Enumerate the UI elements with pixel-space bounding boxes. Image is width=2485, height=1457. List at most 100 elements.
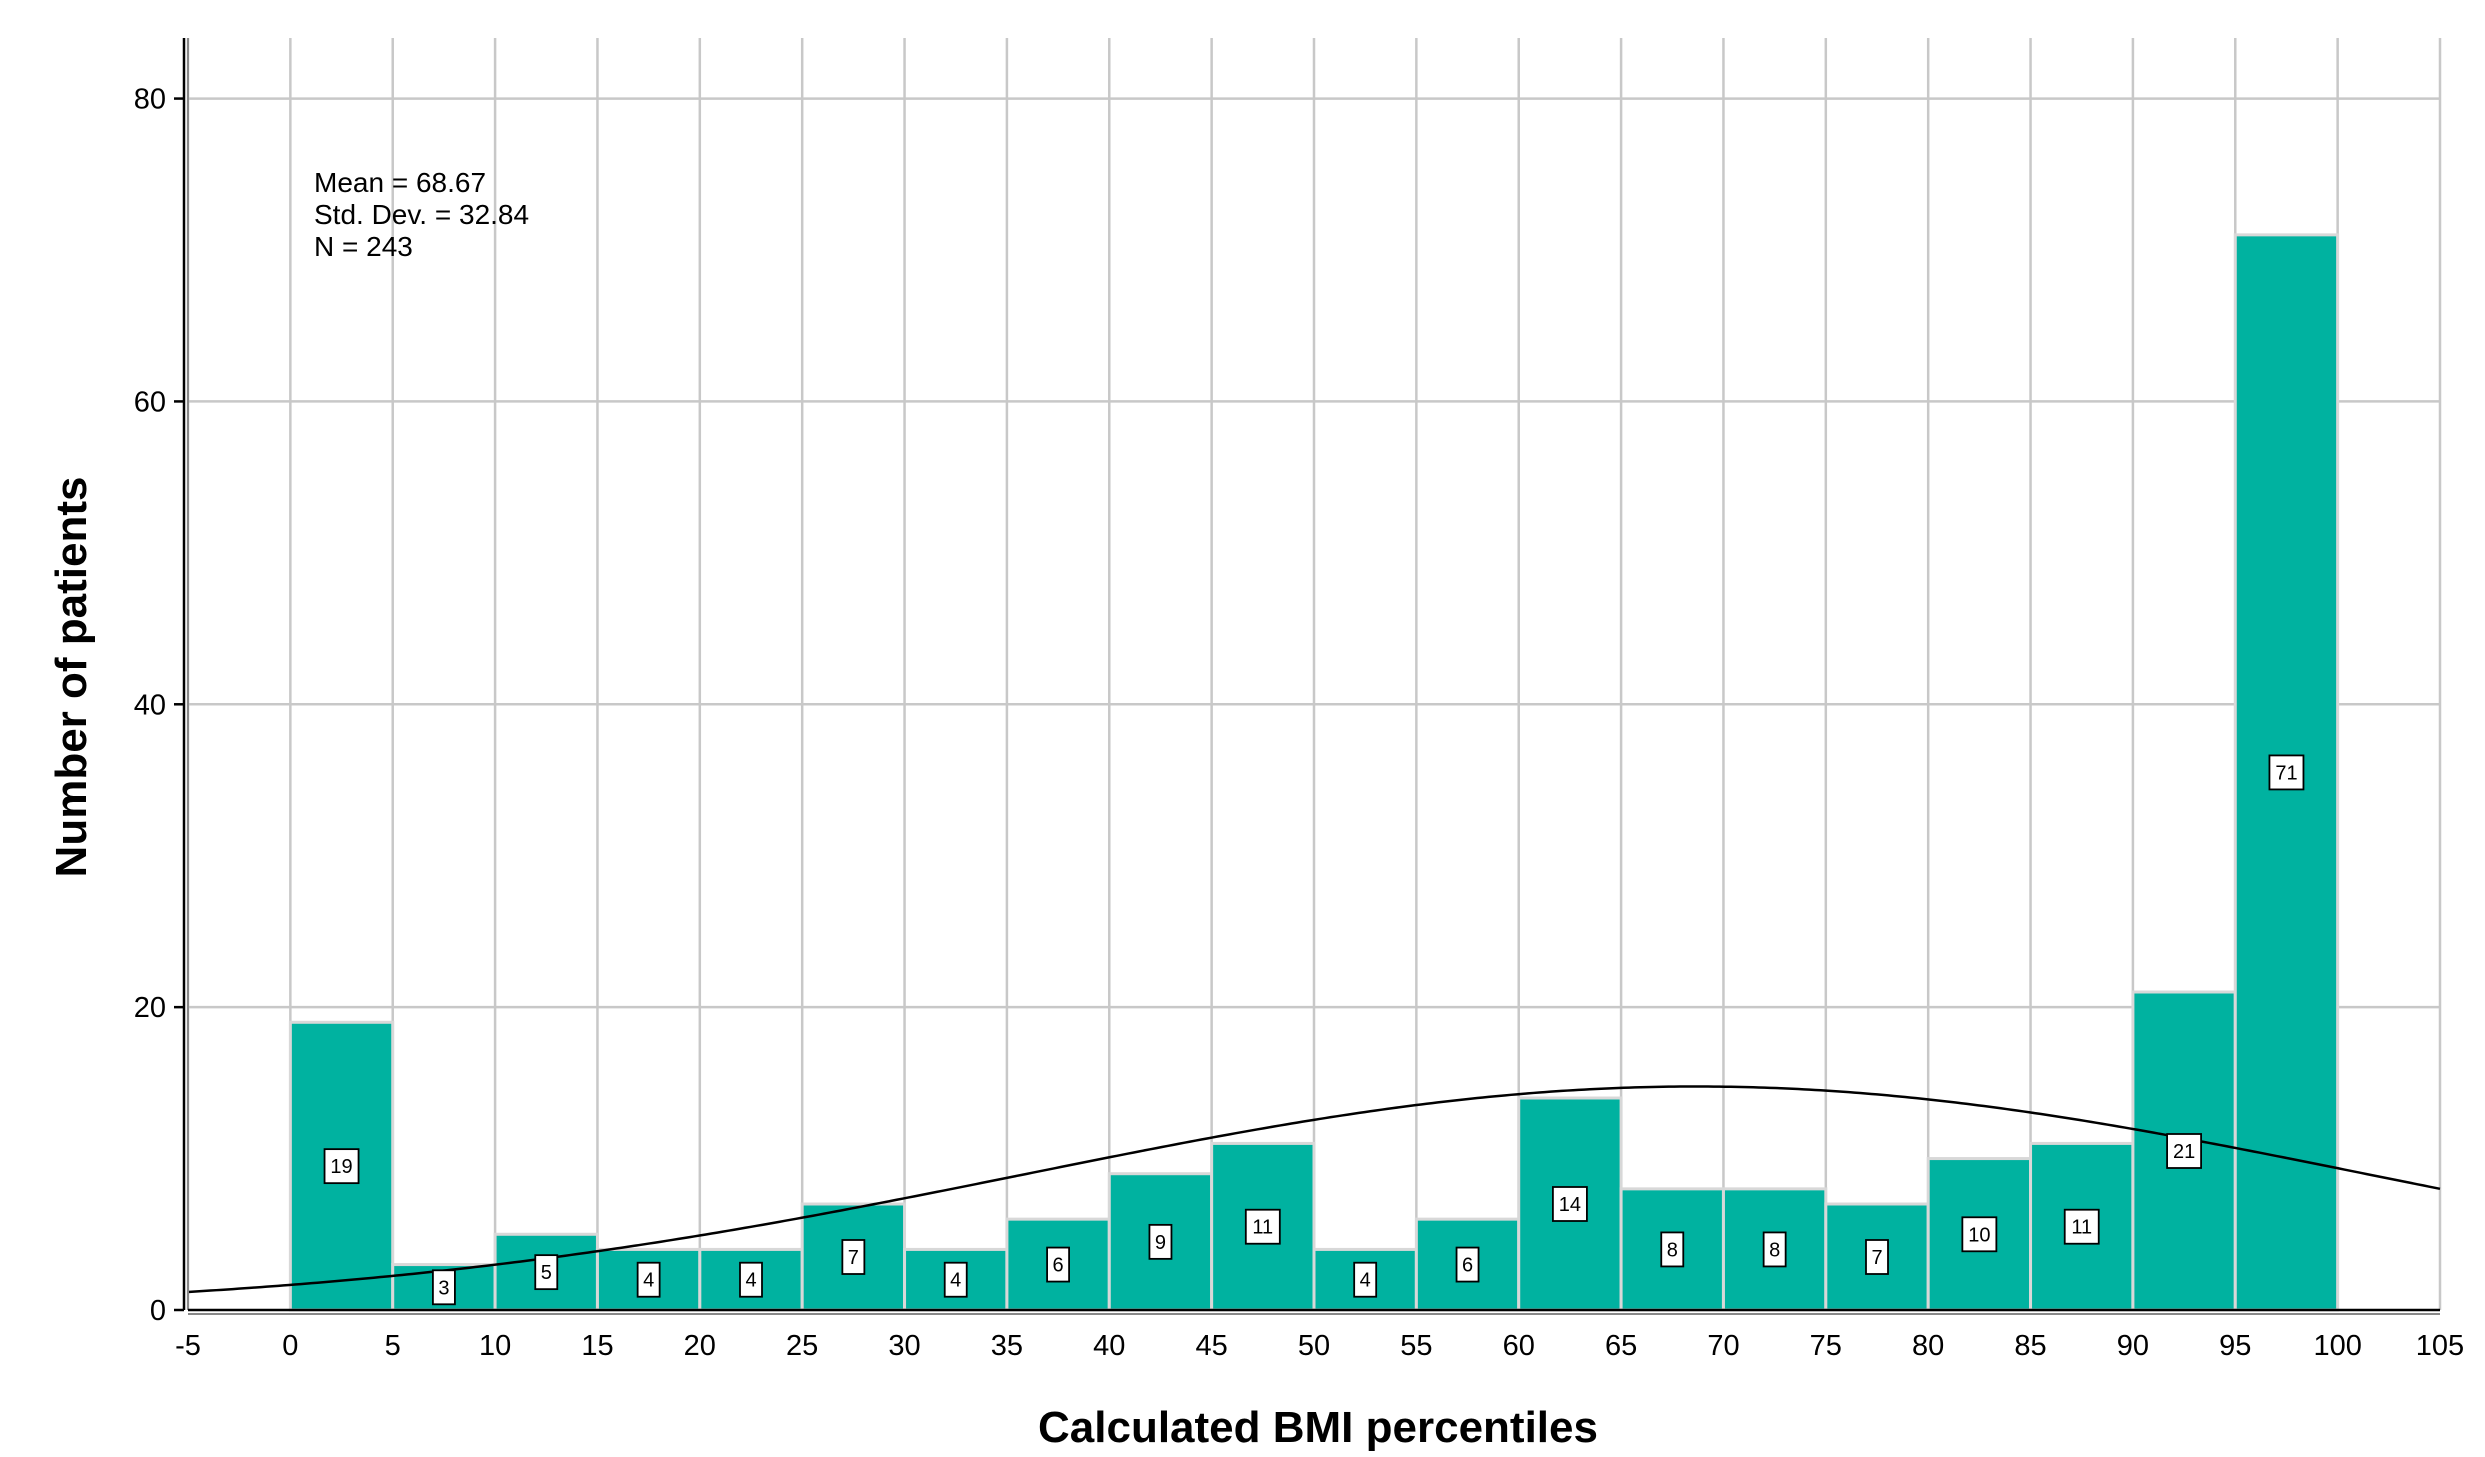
data-label-text: 10: [1968, 1224, 1990, 1246]
data-label-text: 9: [1155, 1232, 1166, 1254]
data-label: 8: [1762, 1231, 1787, 1268]
data-label-text: 4: [1360, 1270, 1371, 1292]
data-label: 4: [1353, 1261, 1378, 1298]
x-tick-label: 75: [1810, 1330, 1842, 1362]
data-label: 4: [739, 1261, 763, 1298]
data-label-text: 19: [330, 1156, 352, 1178]
data-label-box: [636, 1261, 661, 1298]
x-tick-label: 95: [2219, 1330, 2251, 1362]
data-label-text: 4: [745, 1270, 756, 1292]
data-label: 7: [841, 1239, 866, 1275]
x-tick-label: 0: [282, 1330, 298, 1362]
data-label-text: 11: [1252, 1217, 1273, 1239]
stats-n: N = 243: [314, 231, 413, 262]
stats-std-dev: Std. Dev. = 32.84: [314, 199, 529, 230]
x-tick-label: 80: [1912, 1330, 1944, 1362]
data-label: 9: [1148, 1223, 1173, 1260]
data-label: 5: [534, 1254, 559, 1291]
data-label-box: [1660, 1231, 1685, 1268]
data-label-text: 7: [848, 1247, 859, 1269]
data-label: 4: [943, 1261, 968, 1298]
x-tick-label: 45: [1196, 1330, 1228, 1362]
data-label-box: [1552, 1186, 1588, 1222]
data-label-box: [432, 1269, 456, 1306]
y-tick-label: 20: [134, 992, 166, 1024]
data-label-box: [1046, 1246, 1070, 1283]
data-label-text: 8: [1769, 1239, 1780, 1261]
data-label-box: [534, 1254, 559, 1291]
axes: [174, 38, 2440, 1315]
data-label-box: [2166, 1133, 2202, 1169]
x-tick-label: 70: [1707, 1330, 1739, 1362]
data-label-text: 71: [2275, 762, 2297, 784]
x-tick-label: 55: [1400, 1330, 1432, 1362]
data-label-box: [1148, 1223, 1173, 1260]
x-tick-label: -5: [175, 1330, 201, 1362]
data-label-box: [2268, 754, 2305, 791]
data-label: 8: [1660, 1231, 1685, 1268]
data-label-text: 6: [1053, 1255, 1064, 1277]
stats-mean: Mean = 68.67: [314, 167, 486, 198]
y-axis-title: Number of patients: [47, 477, 96, 878]
data-label: 14: [1552, 1186, 1588, 1222]
data-label: 71: [2268, 754, 2305, 791]
x-tick-label: 50: [1298, 1330, 1330, 1362]
data-label-box: [1244, 1208, 1281, 1245]
data-label-box: [1353, 1261, 1378, 1298]
data-label-text: 6: [1462, 1255, 1473, 1277]
data-label: 3: [432, 1269, 456, 1306]
x-tick-label: 105: [2416, 1330, 2464, 1362]
data-labels-group: 19 3 5 4 4 7 4 6 9 11 4 6 14 8 8 7 10 11 21 71: [323, 754, 2305, 1306]
data-label-text: 14: [1559, 1194, 1581, 1216]
data-label: 4: [636, 1261, 661, 1298]
data-label: 19: [323, 1148, 360, 1185]
data-label-box: [1762, 1231, 1787, 1268]
data-label-text: 4: [643, 1270, 654, 1292]
stats-box: Mean = 68.67 Std. Dev. = 32.84 N = 243: [314, 167, 529, 262]
data-label-text: 8: [1667, 1239, 1678, 1261]
x-tick-label: 15: [581, 1330, 613, 1362]
x-tick-label: 5: [385, 1330, 401, 1362]
y-tick-label: 0: [150, 1295, 166, 1327]
data-label-text: 3: [438, 1277, 449, 1299]
x-tick-label: 65: [1605, 1330, 1637, 1362]
data-label-text: 11: [2071, 1217, 2092, 1239]
y-tick-label: 40: [134, 689, 166, 721]
data-label: 7: [1865, 1239, 1889, 1275]
data-label: 6: [1046, 1246, 1070, 1283]
data-label-text: 7: [1871, 1247, 1882, 1269]
data-label-text: 21: [2173, 1141, 2195, 1163]
data-label: 6: [1455, 1246, 1480, 1283]
data-label: 10: [1961, 1216, 1998, 1253]
data-label: 11: [2063, 1208, 2100, 1245]
normal-curve: [187, 1085, 2441, 1294]
x-tick-label: 100: [2313, 1330, 2361, 1362]
data-label-text: 4: [950, 1270, 961, 1292]
x-tick-label: 90: [2117, 1330, 2149, 1362]
x-tick-label: 10: [479, 1330, 511, 1362]
x-tick-label: 60: [1503, 1330, 1535, 1362]
data-label-box: [739, 1261, 763, 1298]
data-label-box: [323, 1148, 360, 1185]
data-label: 11: [1244, 1208, 1281, 1245]
x-tick-label: 20: [684, 1330, 716, 1362]
x-tick-label: 35: [991, 1330, 1023, 1362]
data-label-box: [2063, 1208, 2100, 1245]
histogram-bar: [595, 1247, 702, 1312]
data-label-box: [1961, 1216, 1998, 1253]
data-label-box: [841, 1239, 866, 1275]
data-label: 21: [2166, 1133, 2202, 1169]
x-tick-label: 40: [1093, 1330, 1125, 1362]
x-tick-label: 85: [2014, 1330, 2046, 1362]
tick-labels-group: -5 0 5 10 15 20 25 30 35 40 45 50 55 60 65 70 75 80 85 90 95…: [134, 84, 2464, 1362]
y-tick-label: 60: [134, 386, 166, 418]
x-tick-label: 30: [888, 1330, 920, 1362]
y-tick-label: 80: [134, 84, 166, 116]
data-label-box: [943, 1261, 968, 1298]
data-label-box: [1865, 1239, 1889, 1275]
x-tick-label: 25: [786, 1330, 818, 1362]
x-axis-title: Calculated BMI percentiles: [1038, 1403, 1598, 1452]
data-label-text: 5: [541, 1262, 552, 1284]
data-label-box: [1455, 1246, 1480, 1283]
